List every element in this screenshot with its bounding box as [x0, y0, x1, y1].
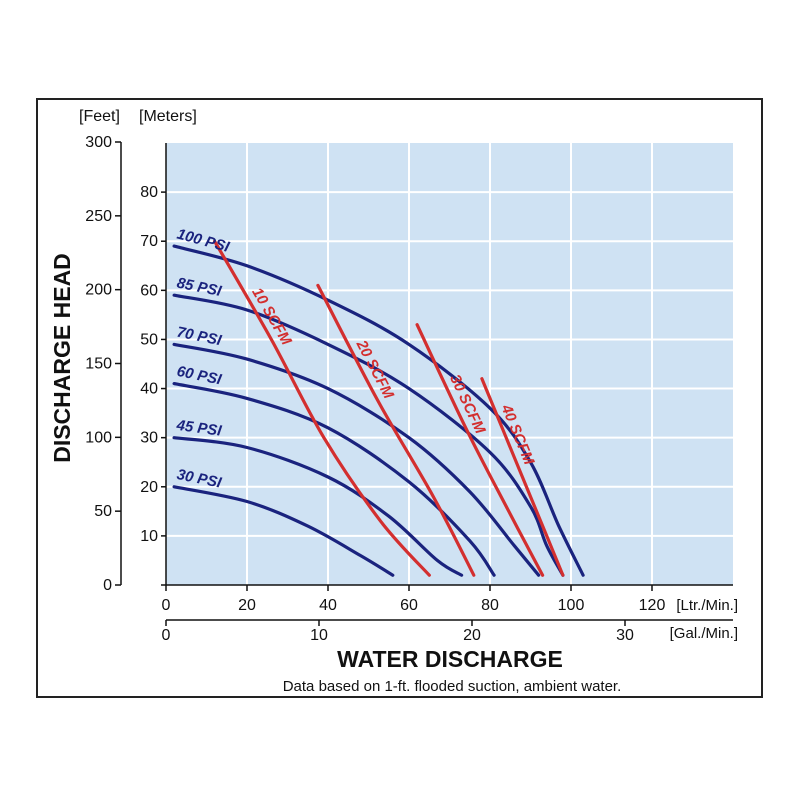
curve-30-psi	[172, 485, 395, 577]
liter-tick-label: 60	[400, 597, 418, 614]
chart-frame	[36, 98, 763, 698]
gallon-tick-label: 30	[616, 627, 634, 644]
gallon-tick-label: 10	[310, 627, 328, 644]
liter-tick-label: 0	[162, 597, 171, 614]
meters-tick-label: 20	[140, 479, 158, 496]
data-note: Data based on 1-ft. flooded suction, amb…	[283, 678, 622, 695]
feet-tick-label: 200	[85, 282, 112, 299]
meters-tick-label: 50	[140, 331, 158, 348]
gallon-tick-label: 20	[463, 627, 481, 644]
meters-unit-label: [Meters]	[139, 108, 197, 125]
gallon-unit-label: [Gal./Min.]	[670, 625, 738, 642]
feet-tick-label: 300	[85, 134, 112, 151]
liter-tick-label: 20	[238, 597, 256, 614]
liter-tick-label: 100	[558, 597, 585, 614]
curve-20-scfm	[316, 283, 476, 577]
liter-unit-label: [Ltr./Min.]	[676, 597, 738, 614]
curve-10-scfm	[213, 239, 431, 577]
liter-tick-label: 40	[319, 597, 337, 614]
feet-tick-label: 50	[94, 503, 112, 520]
curve-30-scfm	[415, 323, 545, 577]
curve-70-psi	[172, 342, 541, 577]
meters-tick-label: 70	[140, 233, 158, 250]
liter-tick-label: 120	[639, 597, 666, 614]
liter-tick-label: 80	[481, 597, 499, 614]
meters-tick-label: 40	[140, 381, 158, 398]
meters-tick-label: 60	[140, 282, 158, 299]
gallon-tick-label: 0	[162, 627, 171, 644]
label-45-psi: 45 PSI	[175, 417, 224, 440]
meters-tick-label: 30	[140, 430, 158, 447]
feet-unit-label: [Feet]	[79, 108, 120, 125]
curve-40-scfm	[480, 377, 565, 577]
feet-tick-label: 100	[85, 429, 112, 446]
feet-tick-label: 0	[103, 577, 112, 594]
x-axis-title: WATER DISCHARGE	[337, 646, 563, 672]
curve-45-psi	[172, 436, 464, 577]
feet-tick-label: 150	[85, 356, 112, 373]
curve-60-psi	[172, 382, 496, 577]
meters-tick-label: 10	[140, 528, 158, 545]
feet-tick-label: 250	[85, 208, 112, 225]
meters-tick-label: 80	[140, 184, 158, 201]
y-axis-title: DISCHARGE HEAD	[49, 253, 75, 463]
curve-100-psi	[172, 244, 585, 577]
